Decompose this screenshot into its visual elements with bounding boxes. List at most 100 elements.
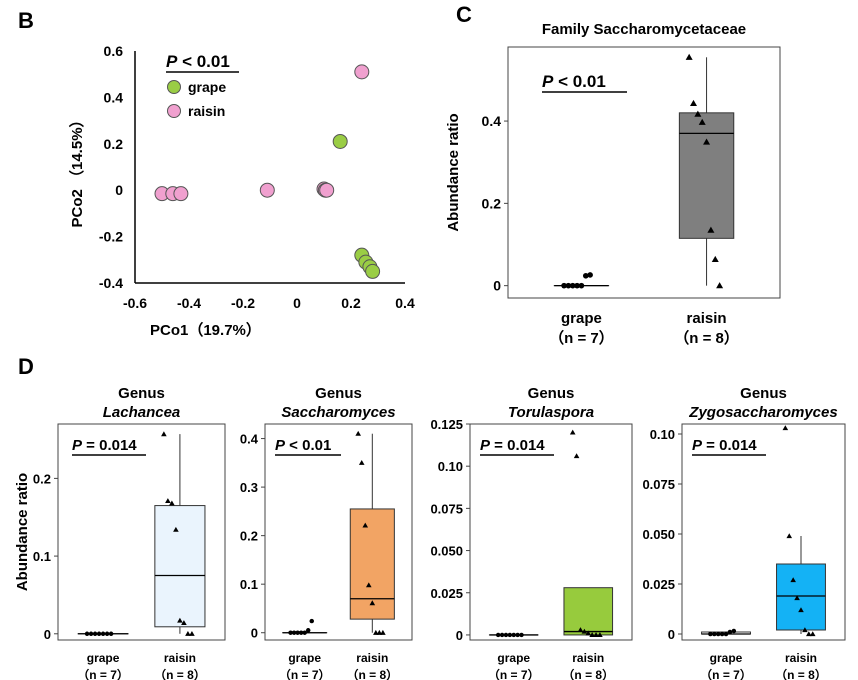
- genus-name: Lachancea: [103, 404, 181, 421]
- category-label-raisin: raisin: [356, 651, 388, 665]
- data-point-grape: [88, 631, 94, 637]
- y-axis-title: PCo2 （14.5%）: [68, 112, 86, 227]
- category-label-grape: grape: [497, 651, 530, 665]
- data-point-grape: [495, 632, 501, 638]
- data-point-grape: [515, 632, 520, 638]
- category-n-raisin: （n = 8）: [346, 667, 398, 680]
- data-point-raisin: [259, 182, 275, 198]
- y-tick-label: 0.10: [650, 427, 675, 442]
- saccharomyces-box-chart: 0.4 0.3 0.2 0.1 0 grape （n = 7） raisin （n = 8） P …: [240, 385, 413, 680]
- y-tick-label: -0.4: [99, 275, 123, 291]
- x-tick-label: -0.4: [177, 295, 201, 311]
- x-tick-label: 0: [293, 295, 301, 311]
- p-value-annotation-p: P: [692, 437, 703, 454]
- data-point-raisin: [798, 607, 804, 613]
- panel-label-d: D: [18, 354, 34, 379]
- p-value-annotation: P = 0.014: [480, 437, 545, 454]
- data-point-raisin: [794, 595, 800, 601]
- data-point-grape: [499, 632, 505, 638]
- data-point-grape: [365, 263, 381, 279]
- category-n-raisin: （n = 8）: [562, 667, 614, 680]
- data-point-grape: [295, 630, 300, 635]
- data-point-raisin: [585, 630, 592, 636]
- data-point-raisin: [173, 526, 179, 532]
- p-value-annotation: P = 0.014: [692, 437, 757, 454]
- p-value-annotation-p: P: [480, 437, 491, 454]
- data-point-grape: [574, 282, 580, 289]
- y-tick-label: -0.2: [99, 229, 123, 245]
- data-point-raisin: [369, 600, 376, 606]
- category-n-raisin: （n = 8）: [775, 667, 827, 680]
- p-value-annotation-rest: = 0.014: [82, 437, 137, 454]
- genus-name: Torulaspora: [508, 404, 594, 421]
- data-point-grape: [108, 631, 114, 637]
- data-point-raisin: [189, 630, 195, 636]
- p-value-annotation: P = 0.014: [72, 437, 137, 454]
- data-point-raisin: [698, 118, 706, 125]
- category-label-grape: grape: [710, 651, 743, 665]
- genus-label: Genus: [528, 385, 575, 402]
- data-point-grape: [569, 282, 576, 289]
- box-raisin: [154, 505, 206, 628]
- category-label-raisin: raisin: [785, 651, 817, 665]
- category-label-grape: grape: [561, 310, 602, 327]
- data-point-raisin: [711, 255, 719, 262]
- x-axis-title: PCo1（19.7%）: [150, 321, 261, 339]
- data-point-grape: [511, 632, 516, 638]
- x-tick-label: 0.4: [395, 295, 415, 311]
- data-point-grape: [708, 631, 713, 637]
- data-point-grape: [712, 631, 717, 637]
- y-tick-label: 0.050: [430, 544, 463, 559]
- data-point-grape: [100, 631, 106, 637]
- y-tick-label: 0.125: [430, 417, 463, 432]
- p-value-annotation-rest: < 0.01: [177, 52, 229, 71]
- data-point-grape: [507, 632, 513, 638]
- zygosaccharomyces-box-chart: 0.10 0.075 0.050 0.025 0 grape （n = 7） raisin （n…: [642, 385, 846, 680]
- family-box-chart: 0.4 0.2 0 grape （n = 7） raisin （n = 8） P < 0.01…: [445, 21, 781, 347]
- y-tick-label: 0.025: [642, 577, 675, 592]
- y-tick-label: 0.2: [240, 529, 258, 544]
- p-value-annotation-rest: < 0.01: [285, 437, 331, 454]
- data-point-raisin: [577, 627, 584, 632]
- data-point-grape: [578, 282, 585, 289]
- category-n-raisin: （n = 8）: [154, 667, 206, 680]
- y-tick-label: 0.2: [104, 136, 124, 152]
- data-point-grape: [332, 133, 348, 149]
- y-tick-label: 0.10: [438, 459, 463, 474]
- data-point-raisin: [319, 182, 335, 198]
- data-point-raisin: [809, 631, 816, 637]
- x-tick-label: -0.2: [231, 295, 255, 311]
- category-n-grape: （n = 7）: [488, 667, 540, 680]
- plot-frame: [507, 46, 781, 299]
- data-point-raisin: [782, 425, 789, 431]
- p-value-annotation-rest: < 0.01: [553, 72, 605, 91]
- y-axis-title: Abundance ratio: [14, 473, 31, 591]
- data-point-grape: [302, 630, 307, 635]
- data-point-grape: [291, 630, 297, 635]
- data-point-raisin: [685, 53, 693, 60]
- data-point-raisin: [362, 522, 369, 528]
- box-raisin: [776, 563, 826, 631]
- panel-label-b: B: [18, 8, 34, 33]
- p-value-annotation: P < 0.01: [275, 437, 331, 454]
- genus-label: Genus: [118, 385, 165, 402]
- x-tick-label: 0.2: [341, 295, 361, 311]
- data-point-raisin: [354, 64, 370, 80]
- y-tick-label: 0.2: [482, 195, 502, 211]
- y-tick-label: 0.3: [240, 480, 258, 495]
- y-tick-label: 0: [44, 627, 51, 642]
- data-point-grape: [84, 631, 90, 637]
- pcoa-scatter-chart: 0.60.40.20-0.2-0.4-0.6 -0.4 -0.2 0 0.2 0.4PCo…: [68, 43, 415, 339]
- box-raisin: [563, 587, 614, 636]
- data-point-raisin: [181, 620, 187, 626]
- legend-label-grape: grape: [188, 79, 226, 95]
- data-point-raisin: [173, 186, 189, 202]
- data-point-grape: [305, 628, 311, 633]
- category-label-raisin: raisin: [687, 310, 727, 327]
- torulaspora-box-chart: 0.125 0.10 0.075 0.050 0.025 0 grape （n = 7） rai…: [430, 385, 633, 680]
- chart-title: Family Saccharomycetaceae: [542, 21, 746, 38]
- data-point-raisin: [802, 627, 808, 633]
- data-point-grape: [503, 632, 509, 638]
- data-point-raisin: [380, 629, 386, 635]
